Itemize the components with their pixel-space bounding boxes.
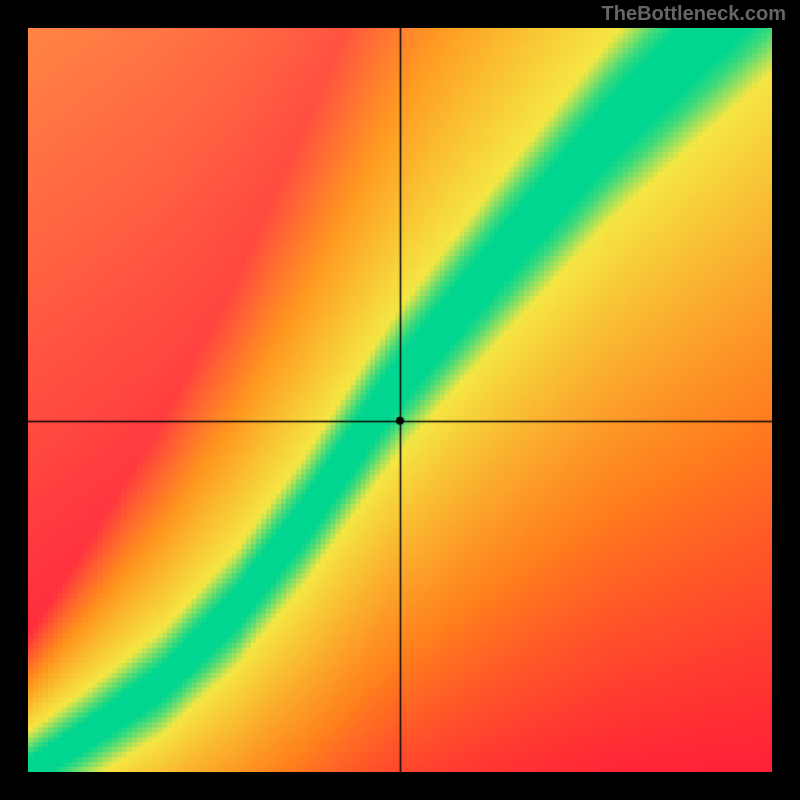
chart-container: TheBottleneck.com	[0, 0, 800, 800]
watermark-text: TheBottleneck.com	[602, 3, 786, 26]
bottleneck-heatmap	[28, 28, 772, 772]
